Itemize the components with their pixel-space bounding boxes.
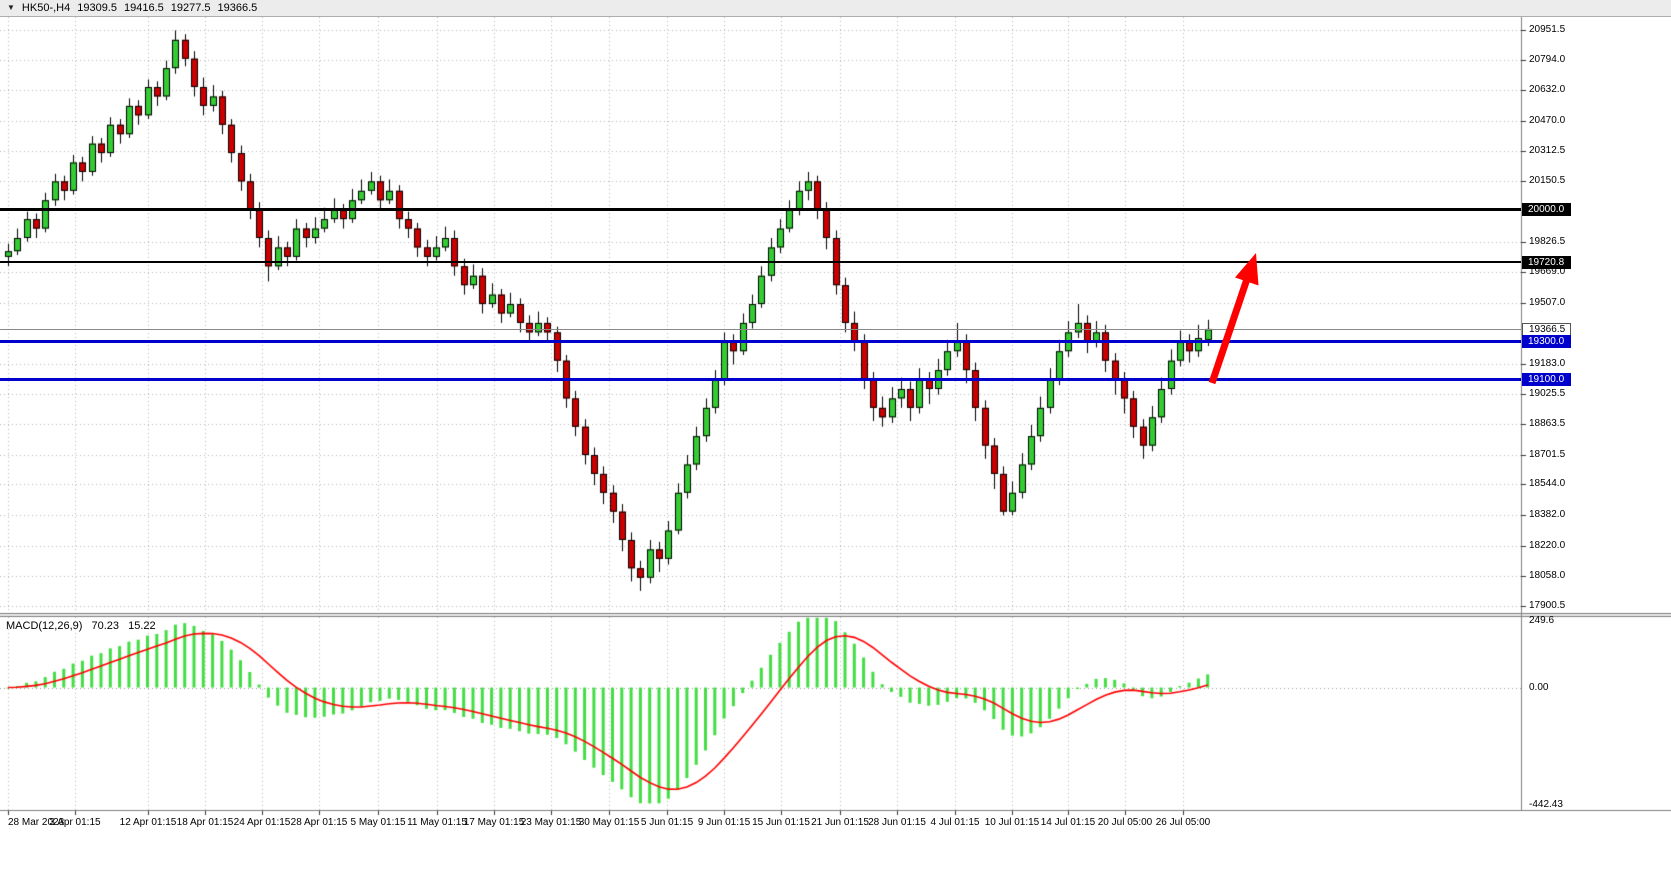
time-tick-label: 30 May 01:15 [578,817,640,828]
price-tick-label: 18058.0 [1529,570,1566,582]
time-tick-label: 4 Jul 01:15 [930,817,980,828]
price-tick-label: 18863.5 [1529,418,1566,430]
price-level-badge: 19100.0 [1522,373,1571,387]
macd-signal-value: 15.22 [128,620,156,632]
ohlc-high-value: 19416.5 [123,2,164,14]
time-tick-label: 12 Apr 01:15 [119,817,177,828]
macd-axis-zero-label: 0.00 [1529,681,1549,693]
level-line-19300-0[interactable] [0,340,1521,344]
price-tick-label: 20312.5 [1529,144,1566,156]
time-tick-label: 28 Apr 01:15 [290,817,348,828]
time-tick-label: 28 Mar 2023 [8,817,65,828]
price-tick-label: 19507.0 [1529,296,1566,308]
time-tick-label: 17 May 01:15 [463,817,525,828]
level-line-19100-0[interactable] [0,378,1521,382]
level-line-19720-8[interactable] [0,261,1521,264]
time-tick-label: 21 Jun 01:15 [811,817,869,828]
time-tick-label: 10 Jul 01:15 [984,817,1040,828]
time-tick-label: 14 Jul 01:15 [1040,817,1096,828]
price-tick-label: 19025.5 [1529,387,1566,399]
price-tick-label: 20470.0 [1529,114,1566,126]
time-tick-label: 23 May 01:15 [520,817,582,828]
symbol-dropdown-icon[interactable]: ▼ [7,3,15,12]
price-tick-label: 20150.5 [1529,175,1566,187]
symbol-timeframe-label: HK50-,H4 [21,2,71,14]
price-tick-label: 19669.0 [1529,266,1566,278]
price-tick-label: 18220.0 [1529,539,1566,551]
macd-name: MACD(12,26,9) [6,620,83,632]
time-tick-label: 5 May 01:15 [350,817,406,828]
ohlc-open-value: 19309.5 [77,2,117,14]
price-tick-label: 17900.5 [1529,599,1566,611]
time-tick-label: 15 Jun 01:15 [752,817,810,828]
macd-indicator-label: MACD(12,26,9) 70.23 15.22 [6,620,162,632]
time-tick-label: 24 Apr 01:15 [233,817,291,828]
time-tick-label: 3 Apr 01:15 [49,817,101,828]
macd-main-value: 70.23 [91,620,120,632]
ohlc-low-value: 19277.5 [170,2,211,14]
price-tick-label: 20794.0 [1529,53,1566,65]
time-tick-label: 11 May 01:15 [407,817,467,828]
price-tick-label: 20632.0 [1529,84,1566,96]
arrow-head [1235,253,1259,286]
time-tick-label: 18 Apr 01:15 [176,817,234,828]
price-level-badge: 19300.0 [1522,335,1571,349]
trend-arrow-annotation[interactable] [1192,243,1282,403]
price-level-badge: 19720.8 [1522,255,1571,269]
price-tick-label: 19826.5 [1529,236,1566,248]
ohlc-close-value: 19366.5 [217,2,258,14]
time-tick-label: 20 Jul 05:00 [1097,817,1153,828]
price-tick-label: 18701.5 [1529,448,1566,460]
price-tick-label: 18382.0 [1529,509,1566,521]
level-line-20000-0[interactable] [0,208,1521,212]
time-tick-label: 5 Jun 01:15 [640,817,694,828]
price-level-badge: 19366.5 [1522,322,1571,336]
price-tick-label: 19183.0 [1529,357,1566,369]
price-tick-label: 18544.0 [1529,478,1566,490]
arrow-shaft [1208,277,1251,385]
macd-axis-min-label: -442.43 [1529,799,1563,811]
macd-axis-max-label: 249.6 [1529,615,1555,627]
chart-title-bar: ▼ HK50-,H4 19309.5 19416.5 19277.5 19366… [0,0,1671,17]
time-tick-label: 9 Jun 01:15 [697,817,751,828]
level-line-19366-5[interactable] [0,328,1521,330]
time-tick-label: 26 Jul 05:00 [1155,817,1211,828]
price-tick-label: 20951.5 [1529,24,1566,36]
time-tick-label: 28 Jun 01:15 [868,817,926,828]
price-level-badge: 20000.0 [1522,203,1571,217]
